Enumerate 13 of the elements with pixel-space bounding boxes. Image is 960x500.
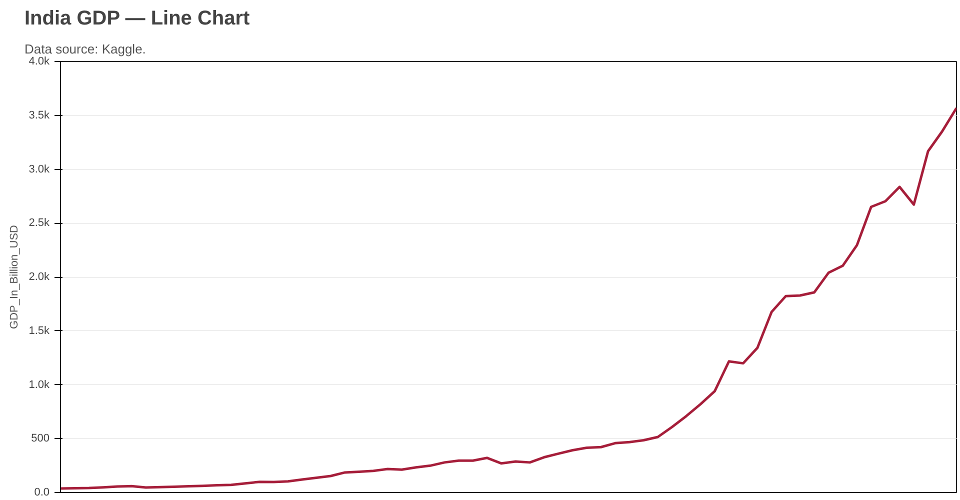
y-tick-label: 3.0k	[28, 163, 50, 176]
y-axis-title: GDP_In_Billion_USD	[8, 224, 21, 329]
chart-subtitle: Data source: Kaggle.	[24, 42, 146, 56]
y-tick-label: 2.0k	[28, 271, 50, 283]
y-tick-label: 1.5k	[28, 324, 50, 337]
y-tick-label: 2.5k	[28, 217, 50, 230]
y-tick-label: 500	[31, 432, 50, 445]
y-tick-label: 3.5k	[28, 109, 50, 122]
y-tick-label: 0.0	[34, 486, 50, 498]
line-series	[60, 106, 956, 490]
y-tick-label: 1.0k	[28, 378, 50, 391]
chart-title: India GDP — Line Chart	[24, 8, 250, 30]
y-tick-label: 4.0k	[28, 56, 50, 68]
